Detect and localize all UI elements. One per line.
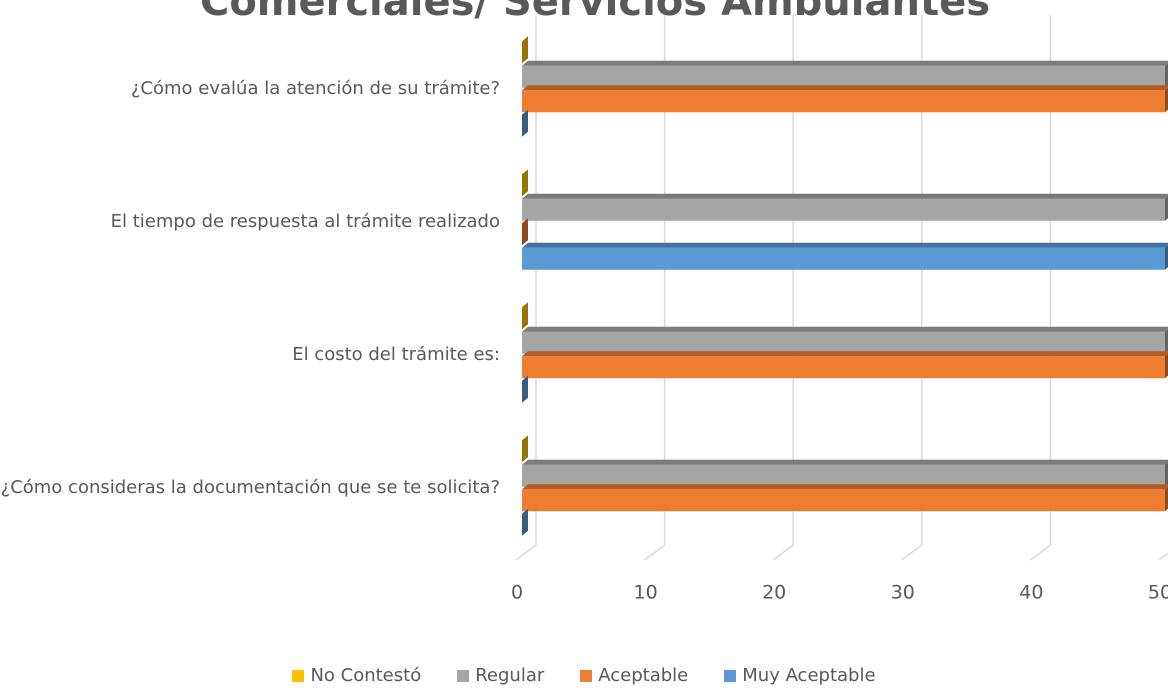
bar	[522, 218, 528, 246]
bar	[522, 193, 1168, 221]
grid-line	[1029, 544, 1051, 561]
x-tick-label: 10	[634, 582, 658, 604]
bar-top	[522, 60, 1168, 66]
bar-front	[522, 464, 1165, 487]
bar-top	[522, 351, 1168, 357]
bar	[522, 36, 528, 64]
legend-item: No Contestó	[292, 665, 421, 686]
bar-top	[522, 85, 1168, 91]
legend-swatch	[292, 669, 305, 682]
legend-swatch	[724, 669, 737, 682]
bar-side	[522, 302, 528, 330]
bar-side	[1165, 486, 1168, 512]
bar-top	[522, 484, 1168, 490]
chart-title: Comerciales/ Servicios Ambulantes	[200, 0, 990, 25]
bar	[522, 60, 1168, 88]
bar-side	[1165, 63, 1168, 88]
bar-side	[1165, 196, 1168, 221]
bar	[522, 351, 1168, 379]
x-tick-label: 40	[1019, 582, 1043, 604]
legend-swatch	[457, 669, 470, 682]
bar-side	[522, 508, 528, 536]
legend-label: Muy Aceptable	[742, 665, 876, 686]
bar	[522, 484, 1168, 512]
bar	[522, 302, 528, 330]
bar-side	[522, 375, 528, 403]
bar-side	[1165, 353, 1168, 379]
bar-side	[522, 435, 528, 463]
category-label: El costo del trámite es:	[292, 344, 500, 365]
x-tick-label: 0	[511, 582, 523, 604]
bar-front	[522, 198, 1165, 221]
bar	[522, 109, 528, 137]
category-label: ¿Cómo evalúa la atención de su trámite?	[130, 78, 500, 99]
x-tick-label: 50	[1148, 582, 1168, 604]
legend-item: Regular	[457, 665, 544, 686]
bar	[522, 169, 528, 197]
bar-front	[522, 356, 1165, 379]
category-label: El tiempo de respuesta al trámite realiz…	[110, 211, 500, 232]
legend: No Contestó Regular Aceptable Muy Aceptable	[0, 665, 1168, 686]
bar-side	[1165, 87, 1168, 113]
bar-front	[522, 331, 1165, 354]
bar-top	[522, 242, 1168, 248]
bar-front	[522, 90, 1165, 113]
bar	[522, 459, 1168, 487]
grid-line	[772, 544, 794, 561]
bar	[522, 326, 1168, 354]
grid-line	[901, 544, 923, 561]
legend-label: Aceptable	[598, 665, 689, 686]
bar-side	[522, 218, 528, 246]
bar	[522, 435, 528, 463]
bar-side	[522, 36, 528, 64]
grid-line	[515, 544, 537, 561]
grid-line	[644, 544, 666, 561]
bar-top	[522, 193, 1168, 199]
bar-top	[522, 326, 1168, 332]
bar-side	[1165, 245, 1168, 270]
x-tick-label: 20	[762, 582, 786, 604]
bar	[522, 242, 1168, 270]
legend-item: Muy Aceptable	[724, 665, 876, 686]
legend-swatch	[580, 669, 593, 682]
legend-item: Aceptable	[580, 665, 688, 686]
bar-front	[522, 65, 1165, 88]
category-label: ¿Cómo consideras la documentación que se…	[0, 477, 500, 498]
grid-line	[1158, 552, 1168, 561]
bar-side	[1165, 462, 1168, 487]
bar-top	[522, 459, 1168, 465]
bar-side	[1165, 329, 1168, 354]
bar	[522, 375, 528, 403]
bar-front	[522, 247, 1165, 270]
x-tick-label: 30	[891, 582, 915, 604]
bar-side	[522, 169, 528, 197]
bar-side	[522, 109, 528, 137]
bar	[522, 508, 528, 536]
legend-label: Regular	[475, 665, 545, 686]
bar-front	[522, 489, 1165, 512]
legend-label: No Contestó	[310, 665, 422, 686]
bar	[522, 85, 1168, 113]
